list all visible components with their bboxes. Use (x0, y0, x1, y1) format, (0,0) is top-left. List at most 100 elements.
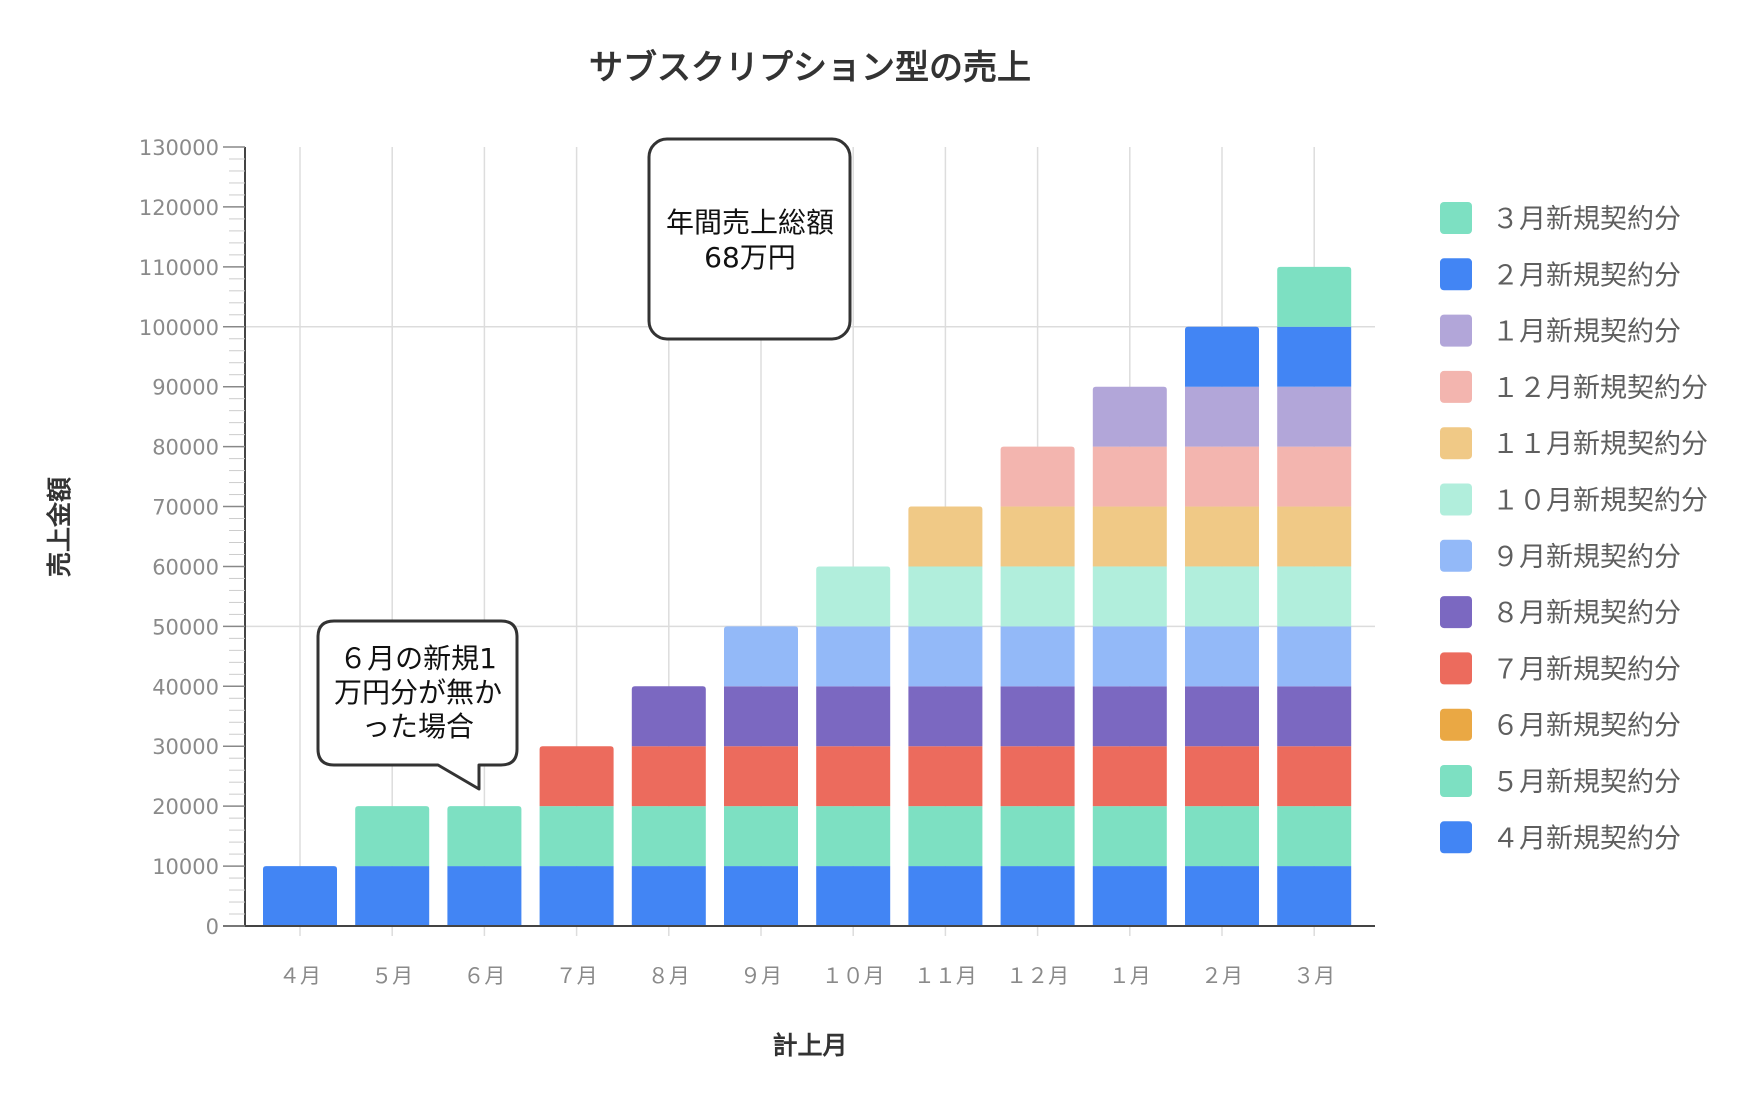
legend-swatch (1440, 483, 1472, 516)
legend-item: ９月新規契約分 (1440, 539, 1681, 573)
y-tick-label: 70000 (152, 496, 219, 520)
bar-segment: ５月新規契約分 １２月: 10000 (1000, 806, 1075, 867)
bar-segment: ７月新規契約分 ７月: 10000 (539, 746, 614, 807)
bar-segment: ４月新規契約分 ５月: 10000 (355, 866, 430, 926)
legend-label: ５月新規契約分 (1492, 767, 1681, 798)
bar-segment: ９月新規契約分 １１月: 10000 (908, 626, 983, 687)
bar-segment: １月新規契約分 ２月: 10000 (1185, 386, 1259, 447)
x-axis-title: 計上月 (772, 1031, 847, 1060)
x-tick-label: １１月 (914, 964, 977, 988)
bar-segment: １０月新規契約分 ２月: 10000 (1185, 566, 1259, 627)
legend-item: ６月新規契約分 (1440, 708, 1681, 742)
bar-segment: ３月新規契約分 ３月: 10000 (1277, 266, 1352, 327)
bar-segment: １０月新規契約分 １月: 10000 (1092, 566, 1167, 627)
bar-segment: ４月新規契約分 １２月: 10000 (1000, 866, 1075, 926)
bar-segment: ８月新規契約分 ２月: 10000 (1185, 686, 1259, 747)
legend-swatch (1440, 596, 1472, 629)
bar-segment: １１月新規契約分 １月: 10000 (1092, 506, 1167, 567)
legend-swatch (1440, 765, 1472, 797)
bar-segment: ４月新規契約分 １月: 10000 (1092, 866, 1167, 926)
bar-segment: ２月新規契約分 ３月: 10000 (1277, 326, 1352, 387)
callout-text-line: 68万円 (704, 241, 796, 274)
bar-segment: ８月新規契約分 ３月: 10000 (1277, 686, 1352, 747)
bar-segment: ４月新規契約分 ４月: 10000 (263, 866, 337, 926)
x-tick-label: ３月 (1293, 964, 1335, 988)
legend-swatch (1440, 202, 1472, 234)
bar-segment: ８月新規契約分 ８月: 10000 (631, 686, 706, 747)
legend-item: ５月新規契約分 (1440, 765, 1681, 798)
y-tick-label: 0 (206, 915, 219, 939)
legend-swatch (1440, 427, 1472, 460)
legend-label: ６月新規契約分 (1492, 711, 1681, 742)
bar-segment: ８月新規契約分 １月: 10000 (1092, 686, 1167, 747)
bar-segment: １２月新規契約分 ２月: 10000 (1185, 446, 1259, 507)
bar-segment: ９月新規契約分 ２月: 10000 (1185, 626, 1259, 687)
bars: ４月新規契約分 ４月: 10000４月新規契約分 ５月: 10000５月新規契約… (263, 266, 1352, 926)
y-tick-label: 60000 (152, 555, 219, 579)
x-tick-label: ７月 (556, 964, 598, 988)
legend-label: ７月新規契約分 (1492, 654, 1681, 685)
bar-segment: ８月新規契約分 ９月: 10000 (724, 686, 798, 747)
legend-item: ２月新規契約分 (1440, 258, 1681, 291)
bar-segment: ７月新規契約分 ２月: 10000 (1185, 746, 1259, 807)
bar-segment: ５月新規契約分 １１月: 10000 (908, 806, 983, 867)
legend-label: １２月新規契約分 (1492, 373, 1708, 404)
bar-segment: ９月新規契約分 ９月: 10000 (724, 626, 798, 687)
bar-segment: １１月新規契約分 ３月: 10000 (1277, 506, 1352, 567)
bar-segment: ８月新規契約分 １０月: 10000 (816, 686, 891, 747)
x-tick-label: ２月 (1201, 964, 1243, 988)
y-tick-label: 30000 (152, 735, 219, 759)
speech-bubble (316, 619, 519, 791)
bar-segment: １２月新規契約分 ３月: 10000 (1277, 446, 1352, 507)
legend-label: ２月新規契約分 (1492, 260, 1681, 291)
legend-item: ８月新規契約分 (1440, 596, 1681, 629)
legend-item: １２月新規契約分 (1440, 370, 1708, 404)
axes (223, 146, 1375, 927)
legend-label: １１月新規契約分 (1492, 429, 1708, 460)
legend-swatch (1440, 821, 1472, 854)
bar-segment: ４月新規契約分 １１月: 10000 (908, 866, 983, 926)
bar-segment: １０月新規契約分 ３月: 10000 (1277, 566, 1352, 627)
bar-segment: ４月新規契約分 ６月: 10000 (447, 866, 522, 926)
x-tick-label: ９月 (740, 964, 782, 988)
y-axis-title: 売上金額 (45, 477, 74, 577)
y-tick-label: 120000 (139, 196, 219, 220)
bar-segment: １月新規契約分 １月: 10000 (1092, 386, 1167, 447)
bar-segment: ８月新規契約分 １１月: 10000 (908, 686, 983, 747)
x-axis-tick-labels: ４月 ５月 ６月 ７月 ８月 ９月 １０月 １１月 １２月 １月 ２月 ３月 (279, 964, 1335, 988)
x-tick-label: ４月 (279, 964, 321, 988)
bar-segment: ８月新規契約分 １２月: 10000 (1000, 686, 1075, 747)
legend-swatch (1440, 314, 1472, 347)
bar-segment: １２月新規契約分 １２月: 10000 (1000, 446, 1075, 507)
y-tick-label: 20000 (152, 795, 219, 819)
y-tick-label: 110000 (139, 256, 219, 280)
callout-text-line: 万円分が無か (334, 676, 502, 709)
bar-segment: ４月新規契約分 ３月: 10000 (1277, 866, 1352, 926)
bar-segment: ７月新規契約分 ９月: 10000 (724, 746, 798, 807)
legend-swatch (1440, 708, 1472, 741)
bar-segment: ５月新規契約分 ２月: 10000 (1185, 806, 1259, 867)
y-tick-label: 80000 (152, 436, 219, 460)
bar-segment: １１月新規契約分 １１月: 10000 (908, 506, 983, 567)
x-tick-label: １２月 (1006, 964, 1069, 988)
legend-swatch (1440, 539, 1472, 572)
bar-segment: １月新規契約分 ３月: 10000 (1277, 386, 1352, 447)
x-tick-label: １月 (1109, 964, 1151, 988)
bar-segment: ５月新規契約分 ３月: 10000 (1277, 806, 1352, 867)
y-tick-label: 130000 (139, 136, 219, 160)
x-tick-label: ６月 (463, 964, 505, 988)
bar-segment: ７月新規契約分 ３月: 10000 (1277, 746, 1352, 807)
bar-segment: ７月新規契約分 １月: 10000 (1092, 746, 1167, 807)
bar-segment: ５月新規契約分 ９月: 10000 (724, 806, 798, 867)
y-tick-label: 50000 (152, 615, 219, 639)
legend-item: ４月新規契約分 (1440, 821, 1681, 854)
bar-segment: ５月新規契約分 ５月: 10000 (355, 806, 430, 867)
bar-segment: ４月新規契約分 ９月: 10000 (724, 866, 798, 926)
legend-swatch (1440, 258, 1472, 291)
bar-segment: ５月新規契約分 ６月: 10000 (447, 806, 522, 867)
callout-text-line: ６月の新規1 (339, 642, 497, 675)
y-axis-tick-labels: 0 10000 20000 30000 40000 50000 60000 70000 8000… (139, 136, 219, 939)
bar-segment: ７月新規契約分 ８月: 10000 (631, 746, 706, 807)
